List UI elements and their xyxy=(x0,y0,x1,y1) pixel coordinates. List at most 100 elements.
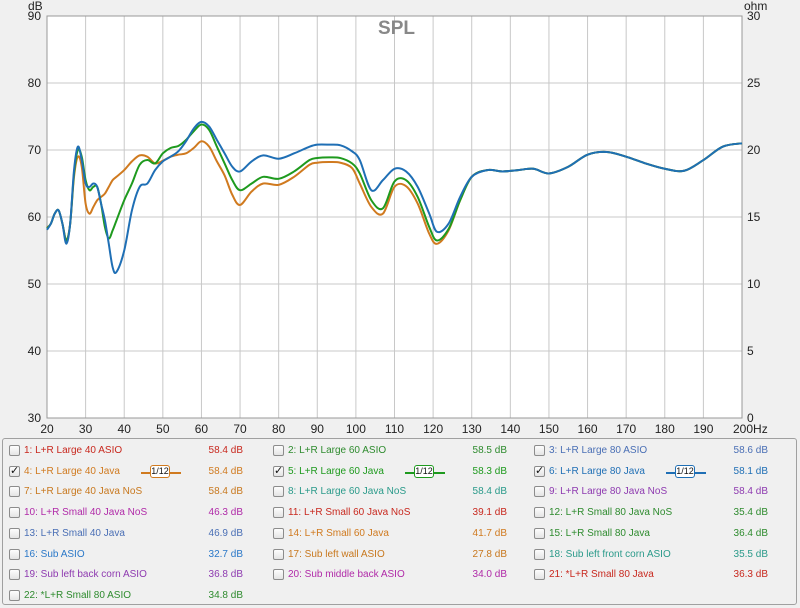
measurement-checkbox[interactable] xyxy=(9,569,20,581)
legend-item-label: 19: Sub left back corn ASIO xyxy=(24,569,147,581)
y2-tick-label: 15 xyxy=(747,210,761,224)
smoothing-indicator[interactable]: 1/12 xyxy=(666,464,706,478)
legend-item-label: 4: L+R Large 40 Java xyxy=(24,465,120,477)
legend-item[interactable]: 12: L+R Small 80 Java NoS 35.4 dB xyxy=(528,503,786,523)
x-tick-label: 120 xyxy=(423,422,443,436)
legend-item[interactable]: 11: L+R Small 60 Java NoS 39.1 dB xyxy=(267,503,525,523)
legend-item[interactable]: ✓ 6: L+R Large 80 Java 1/12 58.1 dB xyxy=(528,462,786,482)
legend-item[interactable]: 19: Sub left back corn ASIO 36.8 dB xyxy=(3,565,261,585)
legend-item-label: 13: L+R Small 40 Java xyxy=(24,527,125,539)
legend-item-value: 34.0 dB xyxy=(472,569,507,581)
legend-item-label: 6: L+R Large 80 Java xyxy=(549,465,645,477)
x-tick-label: 20 xyxy=(40,422,54,436)
measurement-checkbox[interactable] xyxy=(9,527,20,539)
measurement-legend: 1: L+R Large 40 ASIO 58.4 dB 2: L+R Large … xyxy=(2,438,797,605)
measurement-checkbox[interactable] xyxy=(534,527,545,539)
legend-item[interactable]: 21: *L+R Small 80 Java 36.3 dB xyxy=(528,565,786,585)
measurement-checkbox[interactable] xyxy=(9,507,20,519)
legend-item[interactable]: 14: L+R Small 60 Java 41.7 dB xyxy=(267,524,525,544)
legend-item-value: 58.5 dB xyxy=(472,445,507,456)
legend-item-label: 21: *L+R Small 80 Java xyxy=(549,569,654,581)
legend-item[interactable]: 2: L+R Large 60 ASIO 58.5 dB xyxy=(267,441,525,461)
measurement-checkbox[interactable]: ✓ xyxy=(273,464,284,477)
x-tick-label: 80 xyxy=(272,422,286,436)
measurement-checkbox[interactable] xyxy=(534,507,545,519)
legend-item[interactable]: 18: Sub left front corn ASIO 35.5 dB xyxy=(528,545,786,565)
legend-item-value: 36.8 dB xyxy=(208,569,243,581)
legend-item[interactable]: 8: L+R Large 60 Java NoS 58.4 dB xyxy=(267,482,525,502)
smoothing-indicator[interactable]: 1/12 xyxy=(405,464,445,478)
legend-item[interactable]: 16: Sub ASIO 32.7 dB xyxy=(3,545,261,565)
legend-item-label: 8: L+R Large 60 Java NoS xyxy=(288,486,407,498)
legend-item-label: 20: Sub middle back ASIO xyxy=(288,569,405,581)
legend-item-value: 58.4 dB xyxy=(208,445,243,456)
legend-item[interactable]: 15: L+R Small 80 Java 36.4 dB xyxy=(528,524,786,544)
y-tick-label: 60 xyxy=(28,210,42,224)
measurement-checkbox[interactable] xyxy=(273,569,284,581)
measurement-checkbox[interactable] xyxy=(273,445,284,456)
measurement-checkbox[interactable] xyxy=(534,569,545,581)
x-tick-label: 100 xyxy=(346,422,366,436)
legend-item[interactable]: 7: L+R Large 40 Java NoS 58.4 dB xyxy=(3,482,261,502)
legend-item-label: 1: L+R Large 40 ASIO xyxy=(24,445,123,456)
measurement-checkbox[interactable]: ✓ xyxy=(534,464,545,477)
measurement-checkbox[interactable]: ✓ xyxy=(9,464,20,477)
measurement-checkbox[interactable] xyxy=(273,527,284,539)
measurement-checkbox[interactable] xyxy=(9,548,20,560)
y2-axis-label: ohm xyxy=(744,0,767,13)
legend-item-value: 27.8 dB xyxy=(472,548,507,560)
measurement-checkbox[interactable] xyxy=(9,589,20,601)
legend-item[interactable]: 22: *L+R Small 80 ASIO 34.8 dB xyxy=(3,586,261,606)
x-tick-label: 40 xyxy=(118,422,132,436)
legend-item[interactable]: ✓ 4: L+R Large 40 Java 1/12 58.4 dB xyxy=(3,462,261,482)
legend-item[interactable]: 3: L+R Large 80 ASIO 58.6 dB xyxy=(528,441,786,461)
legend-item-value: 41.7 dB xyxy=(472,527,507,539)
legend-item-value: 39.1 dB xyxy=(472,507,507,519)
legend-item[interactable]: ✓ 5: L+R Large 60 Java 1/12 58.3 dB xyxy=(267,462,525,482)
legend-item-label: 16: Sub ASIO xyxy=(24,548,85,560)
x-tick-label: 30 xyxy=(79,422,93,436)
legend-item-value: 58.4 dB xyxy=(208,465,243,477)
legend-item-value: 58.4 dB xyxy=(472,486,507,498)
legend-item[interactable]: 20: Sub middle back ASIO 34.0 dB xyxy=(267,565,525,585)
legend-item-value: 58.1 dB xyxy=(733,465,768,477)
spl-chart-svg[interactable]: 20 30 40 50 60 70 80 90 100 110 120 130 140 150 160 170… xyxy=(0,0,800,436)
legend-item-label: 22: *L+R Small 80 ASIO xyxy=(24,589,132,601)
measurement-checkbox[interactable] xyxy=(534,548,545,560)
legend-item[interactable]: 1: L+R Large 40 ASIO 58.4 dB xyxy=(3,441,261,461)
y-tick-label: 70 xyxy=(28,143,42,157)
measurement-checkbox[interactable] xyxy=(273,486,284,498)
legend-item-label: 18: Sub left front corn ASIO xyxy=(549,548,671,560)
y2-tick-label: 10 xyxy=(747,277,761,291)
chart-title: SPL xyxy=(378,18,415,39)
measurement-checkbox[interactable] xyxy=(534,445,545,456)
smoothing-indicator[interactable]: 1/12 xyxy=(141,464,181,478)
x-tick-label: 150 xyxy=(539,422,559,436)
measurement-checkbox[interactable] xyxy=(9,486,20,498)
legend-item-value: 36.3 dB xyxy=(733,569,768,581)
y2-tick-label: 20 xyxy=(747,143,761,157)
legend-item-value: 46.9 dB xyxy=(208,527,243,539)
x-tick-label: 200Hz xyxy=(733,422,768,436)
y-tick-label: 50 xyxy=(28,277,42,291)
smoothing-label: 1/12 xyxy=(150,464,170,478)
legend-item-label: 14: L+R Small 60 Java xyxy=(288,527,389,539)
spl-chart[interactable]: 20 30 40 50 60 70 80 90 100 110 120 130 140 150 160 170… xyxy=(0,0,800,436)
x-tick-label: 170 xyxy=(616,422,636,436)
x-tick-label: 70 xyxy=(233,422,247,436)
measurement-checkbox[interactable] xyxy=(9,445,20,456)
legend-item[interactable]: 9: L+R Large 80 Java NoS 58.4 dB xyxy=(528,482,786,502)
measurement-checkbox[interactable] xyxy=(273,548,284,560)
legend-item-value: 46.3 dB xyxy=(208,507,243,519)
measurement-checkbox[interactable] xyxy=(273,507,284,519)
measurement-checkbox[interactable] xyxy=(534,486,545,498)
x-tick-label: 140 xyxy=(500,422,520,436)
plot-border xyxy=(46,15,743,419)
legend-item[interactable]: 13: L+R Small 40 Java 46.9 dB xyxy=(3,524,261,544)
legend-item[interactable]: 10: L+R Small 40 Java NoS 46.3 dB xyxy=(3,503,261,523)
legend-item-label: 11: L+R Small 60 Java NoS xyxy=(288,507,411,519)
smoothing-label: 1/12 xyxy=(675,464,695,478)
x-tick-label: 130 xyxy=(462,422,482,436)
legend-item[interactable]: 17: Sub left wall ASIO 27.8 dB xyxy=(267,545,525,565)
y2-tick-label: 0 xyxy=(747,411,754,425)
